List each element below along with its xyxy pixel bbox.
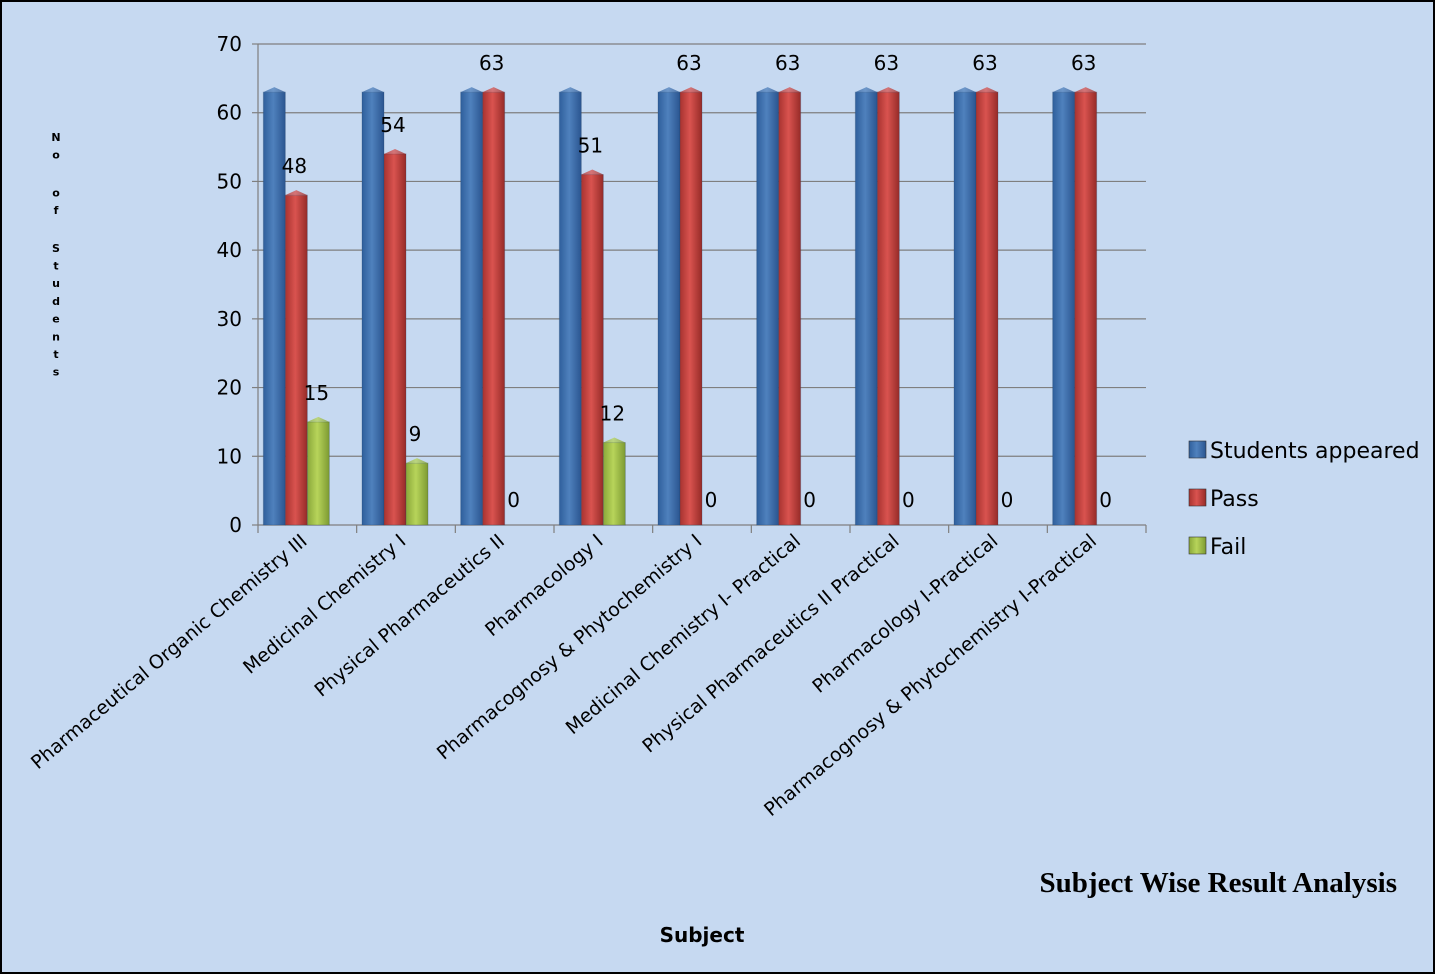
y-tick-label: 60: [217, 101, 242, 125]
bar-cap: [855, 87, 878, 93]
bar-pass: [975, 91, 999, 526]
bar-pass: [778, 91, 802, 526]
bar-pass: [482, 91, 506, 526]
bar-cap: [263, 87, 286, 93]
x-tick-label: Pharmacognosy & Phytochemistry I-Practic…: [760, 530, 1101, 821]
y-tick-label: 0: [229, 513, 242, 537]
bar-students-appeared: [953, 91, 977, 526]
y-axis-title-char: N: [51, 131, 60, 144]
bar-cap: [285, 190, 308, 196]
bar-fail: [602, 442, 626, 526]
bar-cap: [658, 87, 680, 93]
bar-students-appeared: [657, 91, 681, 526]
y-axis-title-char: s: [53, 366, 60, 379]
y-tick-label: 20: [217, 376, 242, 400]
axes: 0 10 20 30 40 50 60 70: [217, 32, 1147, 537]
y-axis-title-char: u: [52, 277, 60, 290]
legend: Students appeared Pass Fail: [1188, 439, 1420, 560]
bar-cap: [406, 458, 428, 464]
data-label: 0: [1099, 488, 1112, 512]
y-tick-label: 30: [217, 307, 242, 331]
bar-cap: [581, 169, 604, 175]
data-label: 0: [705, 488, 718, 512]
y-axis-title-char: S: [52, 242, 60, 255]
data-label: 48: [282, 154, 307, 178]
y-tick-label: 40: [217, 238, 242, 262]
x-tick-label: Physical Pharmaceutics II: [310, 530, 508, 702]
legend-label: Pass: [1210, 487, 1259, 512]
y-tick-label: 50: [217, 169, 242, 193]
y-axis-title-char: f: [54, 204, 59, 217]
data-label: 63: [775, 51, 800, 75]
bar-cap: [384, 148, 406, 154]
bar-fail: [405, 462, 429, 526]
bar-cap: [460, 87, 483, 93]
bar-pass: [1074, 91, 1098, 526]
bar-cap: [877, 87, 900, 93]
bar-pass: [679, 91, 703, 526]
bar-students-appeared: [1052, 91, 1076, 526]
bar-cap: [680, 87, 702, 93]
bar-students-appeared: [756, 91, 780, 526]
y-axis-title-char: o: [52, 186, 60, 199]
data-label: 0: [902, 488, 915, 512]
y-axis-title-char: d: [52, 295, 60, 308]
bar-students-appeared: [460, 91, 484, 526]
x-tick-label: Medicinal Chemistry I: [239, 530, 410, 679]
data-label: 0: [507, 488, 520, 512]
legend-label: Students appeared: [1210, 439, 1420, 464]
bar-cap: [778, 87, 801, 93]
bar-cap: [976, 87, 998, 93]
data-label: 0: [803, 488, 816, 512]
bar-pass: [876, 91, 900, 526]
bar-cap: [307, 416, 330, 422]
y-axis-title-char: t: [53, 348, 58, 361]
data-label: 15: [304, 381, 329, 405]
y-tick-label: 70: [217, 32, 242, 56]
bar-cap: [1074, 87, 1097, 93]
bar-cap: [482, 87, 505, 93]
data-label: 63: [676, 51, 701, 75]
x-tick-label: Pharmacology I-Practical: [808, 530, 1002, 698]
bars: [262, 87, 1098, 526]
bar-cap: [362, 87, 384, 93]
y-axis-title-char: o: [52, 149, 60, 162]
legend-swatch: [1188, 536, 1207, 555]
data-label: 63: [479, 51, 504, 75]
bar-cap: [603, 437, 626, 443]
legend-swatch: [1188, 488, 1207, 507]
data-label: 12: [600, 402, 625, 426]
y-tick-label: 10: [217, 444, 242, 468]
y-axis-title-char: e: [52, 313, 59, 326]
bar-pass: [580, 174, 604, 526]
bar-cap: [559, 87, 582, 93]
data-label: 51: [578, 134, 603, 158]
bar-students-appeared: [361, 91, 385, 526]
data-label: 63: [874, 51, 899, 75]
data-label: 63: [1071, 51, 1096, 75]
y-axis-title-char: t: [53, 260, 58, 273]
bar-fail: [306, 421, 330, 526]
bar-students-appeared: [854, 91, 878, 526]
bar-pass: [383, 153, 407, 526]
data-label: 63: [972, 51, 997, 75]
chart-title: Subject Wise Result Analysis: [1040, 867, 1397, 899]
y-axis-title-char: n: [52, 330, 60, 343]
bar-cap: [1052, 87, 1075, 93]
legend-label: Fail: [1210, 535, 1246, 560]
bar-cap: [756, 87, 779, 93]
legend-swatch: [1188, 440, 1207, 459]
data-label: 54: [380, 113, 405, 137]
bar-cap: [954, 87, 976, 93]
bar-pass: [284, 194, 308, 526]
data-label: 0: [1001, 488, 1014, 512]
data-label: 9: [409, 422, 422, 446]
x-axis-title: Subject: [660, 923, 745, 947]
